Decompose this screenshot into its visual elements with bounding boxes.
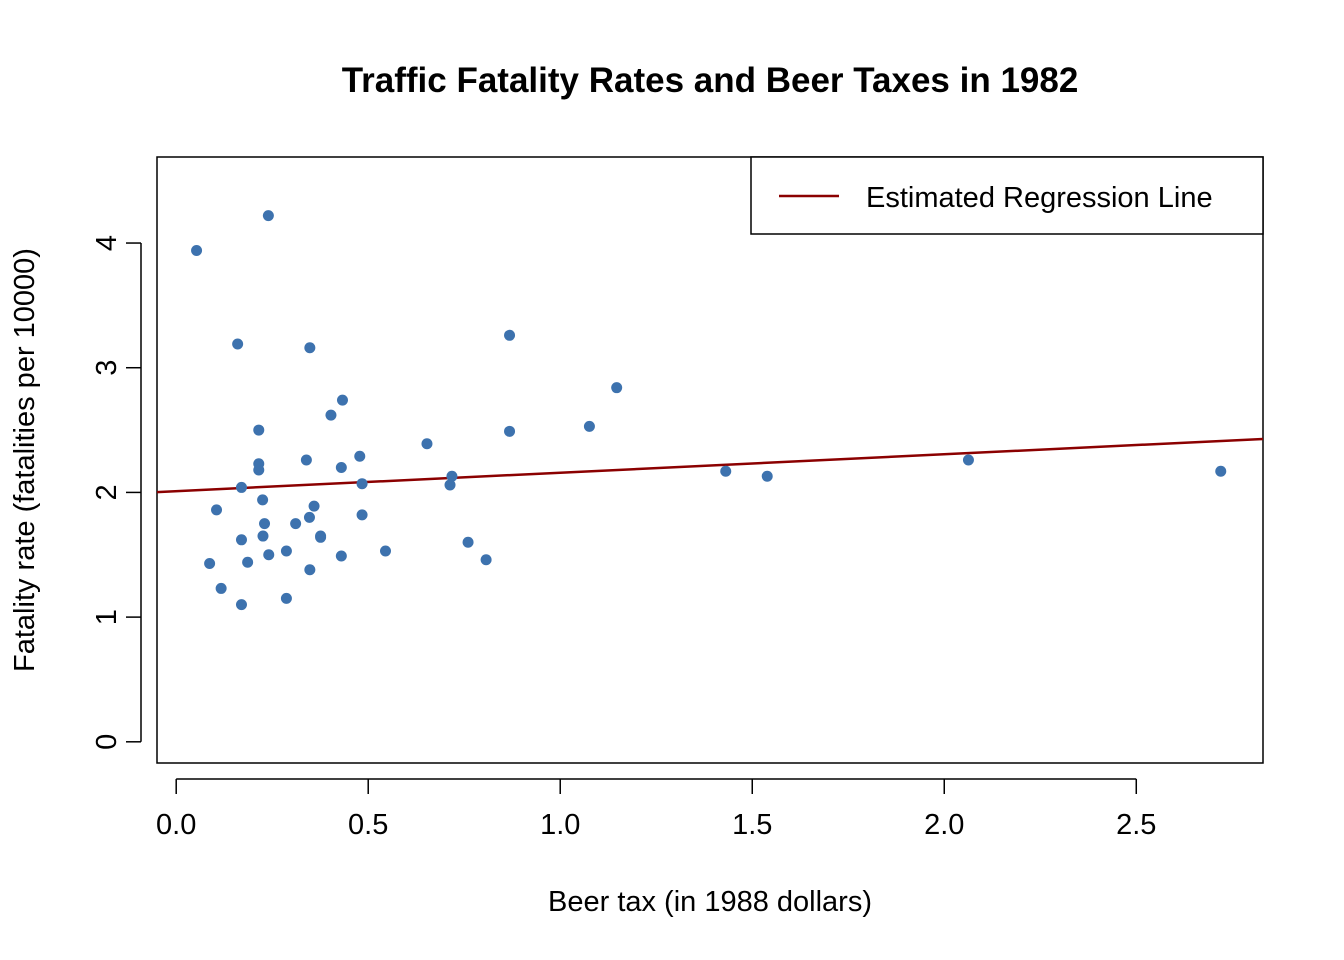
data-point [354,450,366,462]
data-point [379,545,391,557]
x-axis-label: Beer tax (in 1988 dollars) [548,886,872,918]
data-point [308,500,320,512]
x-tick-label: 2.0 [924,809,964,841]
y-axis-label: Fatality rate (fatalities per 10000) [9,248,41,672]
data-point [962,454,974,466]
data-point [446,470,458,482]
data-point [300,454,312,466]
data-point [257,494,269,506]
data-point [253,464,265,476]
data-point [280,592,292,604]
legend: Estimated Regression Line [750,156,1264,235]
data-point [315,531,327,543]
data-point [583,420,595,432]
data-point [504,329,516,341]
data-point [336,394,348,406]
data-point [325,409,337,421]
x-tick-label: 1.5 [732,809,772,841]
data-point [235,534,247,546]
data-point [232,338,244,350]
legend-label: Estimated Regression Line [866,182,1213,214]
data-point [720,465,732,477]
data-point [191,245,203,257]
data-point [242,556,254,568]
x-tick-label: 2.5 [1116,809,1156,841]
x-tick-label: 1.0 [540,809,580,841]
data-point [259,518,271,530]
data-point [356,509,368,521]
x-axis: 0.0 0.5 1.0 1.5 2.0 2.5 [156,778,1156,841]
y-tick-label: 0 [91,734,123,750]
plot-frame [156,156,1264,764]
data-point [504,425,516,437]
x-tick-label: 0.0 [156,809,196,841]
data-point [304,342,316,354]
data-point [462,536,474,548]
data-point [761,470,773,482]
x-tick-label: 0.5 [348,809,388,841]
data-point [235,599,247,611]
data-point [280,545,292,557]
data-point [253,424,265,436]
data-point [215,582,227,594]
legend-box [750,156,1264,235]
data-point [211,504,223,516]
data-point [335,461,347,473]
data-point [290,518,302,530]
data-point [444,479,456,491]
data-point [611,382,623,394]
data-point [421,438,433,450]
y-tick-label: 3 [91,360,123,376]
data-point [1215,465,1227,477]
data-point [235,481,247,493]
plot-layer [157,210,1263,611]
data-point [257,530,269,542]
data-point [480,554,492,566]
chart-title: Traffic Fatality Rates and Beer Taxes in… [342,61,1079,100]
regression-line [157,437,1263,494]
data-point [304,564,316,576]
data-point [335,550,347,562]
y-tick-label: 4 [91,235,123,251]
y-axis: 0 1 2 3 4 [91,235,142,750]
data-point [262,210,274,222]
data-point [204,557,216,569]
data-point [303,511,315,523]
y-tick-label: 2 [91,484,123,500]
data-point [263,549,275,561]
scatter-points [191,210,1227,611]
y-tick-label: 1 [91,609,123,625]
data-point [356,478,368,490]
